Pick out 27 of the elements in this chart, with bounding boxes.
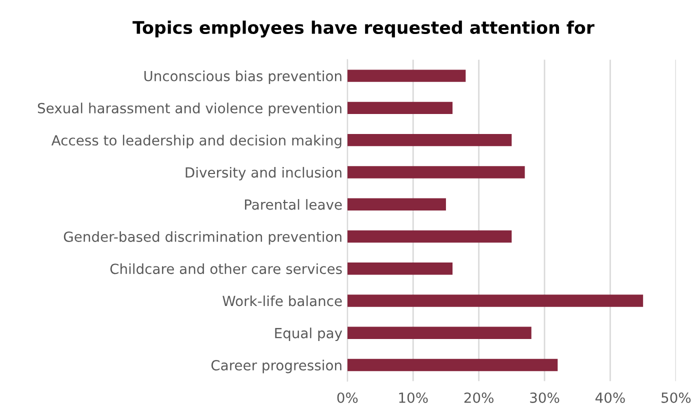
y-tick-label: Sexual harassment and violence prevention — [38, 102, 342, 116]
bar — [347, 102, 453, 114]
bar — [347, 70, 466, 82]
y-tick-label: Diversity and inclusion — [186, 166, 342, 180]
bar — [347, 134, 512, 146]
x-tick-label: 50% — [662, 392, 691, 403]
y-tick-label: Access to leadership and decision making — [51, 134, 342, 148]
y-tick-label: Equal pay — [275, 328, 342, 342]
y-tick-label: Unconscious bias prevention — [144, 70, 342, 84]
x-tick-label: 10% — [399, 392, 428, 403]
bar — [347, 358, 558, 372]
y-tick-label: Childcare and other care services — [110, 263, 342, 274]
x-tick-label: 30% — [530, 392, 560, 403]
x-tick-label: 0% — [337, 392, 358, 403]
bar — [347, 166, 525, 178]
y-tick-label: Career progression — [211, 360, 342, 374]
bar — [347, 262, 453, 275]
y-tick-label: Gender-based discrimination prevention — [64, 231, 342, 245]
bar — [347, 326, 532, 339]
bar — [347, 230, 512, 243]
x-tick-label: 20% — [464, 392, 494, 403]
bar — [347, 294, 644, 307]
y-tick-label: Parental leave — [244, 199, 342, 210]
y-tick-label: Work-life balance — [222, 295, 342, 306]
x-tick-label: 40% — [595, 392, 625, 403]
bar — [347, 198, 446, 210]
chart-title: Topics employees have requested attention for — [132, 20, 594, 38]
